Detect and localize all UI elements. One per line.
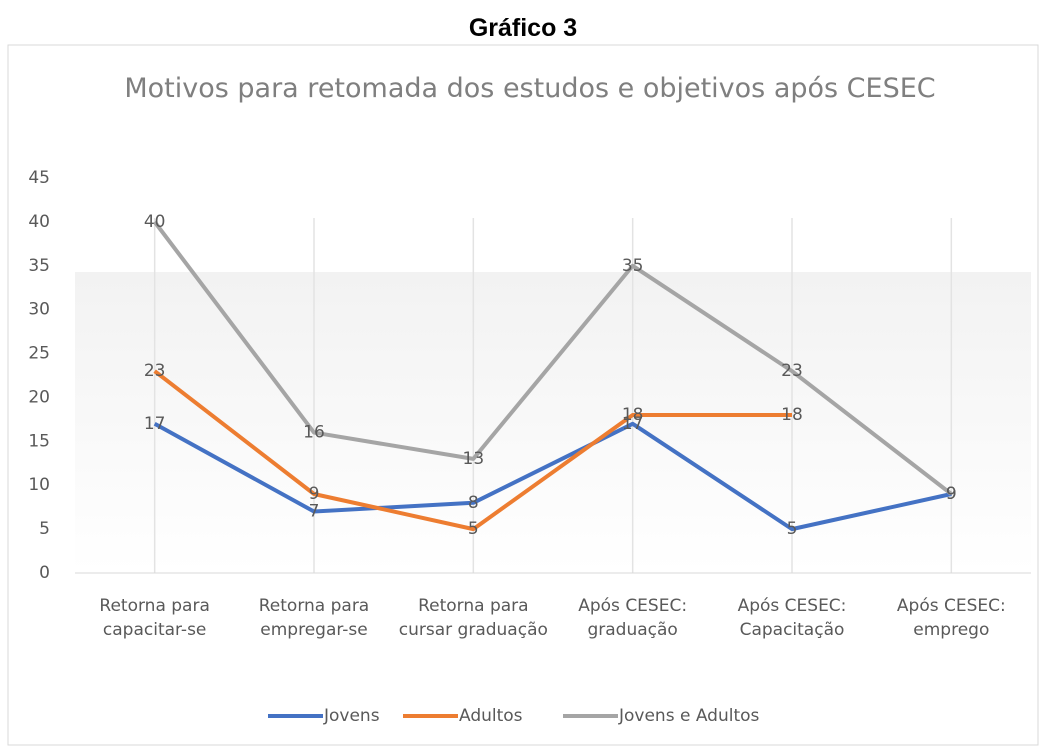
data-label: 9 [946, 484, 957, 504]
data-label: 18 [781, 405, 803, 425]
data-label: 23 [781, 361, 803, 381]
legend-label: Jovens e Adultos [618, 706, 760, 726]
x-tick-label: Retorna para capacitar-se [99, 596, 210, 640]
data-label: 13 [463, 449, 485, 469]
y-tick-label: 10 [28, 475, 50, 495]
line-series [153, 421, 952, 532]
y-tick-label: 5 [39, 519, 50, 539]
data-label: 8 [468, 493, 479, 513]
x-tick-label: Após CESEC: emprego [896, 596, 1006, 640]
x-tick-label: Retorna para empregar-se [258, 596, 370, 640]
data-label: 17 [144, 414, 166, 434]
heading: Gráfico 3 [468, 14, 578, 42]
y-tick-label: 45 [28, 168, 50, 188]
legend-label: Jovens [323, 706, 380, 726]
line-series [153, 220, 953, 496]
line-series [153, 369, 792, 532]
y-tick-label: 20 [28, 387, 50, 407]
chart-title: Motivos para retomada dos estudos e obje… [124, 73, 936, 104]
data-label: 17 [622, 414, 644, 434]
y-tick-label: 15 [28, 431, 50, 451]
data-label: 23 [144, 361, 166, 381]
y-tick-label: 35 [28, 256, 50, 276]
data-label: 16 [303, 423, 325, 443]
data-label: 7 [309, 502, 320, 522]
data-label: 5 [787, 519, 798, 539]
x-tick-label: Após CESEC: graduação [578, 596, 688, 640]
data-label: 18 [622, 405, 644, 425]
data-label: 5 [468, 519, 479, 539]
x-tick-label: Após CESEC: Capacitação [737, 596, 847, 640]
y-tick-label: 40 [28, 212, 50, 232]
data-label: 9 [946, 484, 957, 504]
legend-label: Adultos [459, 706, 523, 726]
y-tick-label: 0 [39, 563, 50, 583]
y-tick-label: 30 [28, 300, 50, 320]
plot-background [75, 272, 1031, 572]
data-label: 35 [622, 256, 644, 276]
data-label: 40 [144, 212, 166, 232]
x-tick-label: Retorna para cursar graduação [398, 596, 548, 640]
data-label: 9 [309, 484, 320, 504]
y-tick-label: 25 [28, 344, 50, 364]
